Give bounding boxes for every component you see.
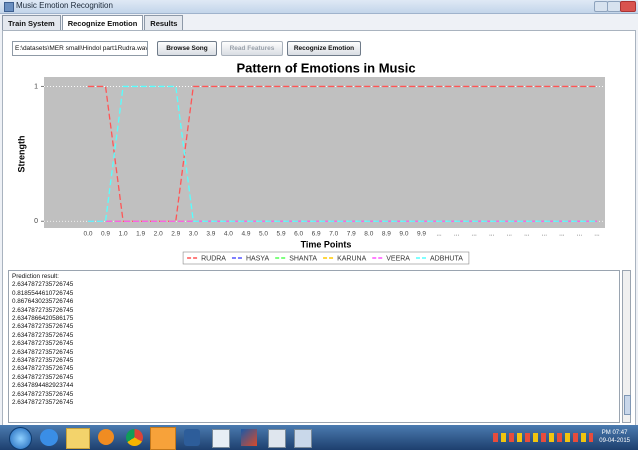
taskbar-icon[interactable] [126,429,143,446]
system-tray[interactable] [493,433,593,442]
clock-date: 09-04-2015 [599,437,630,445]
file-path-field[interactable]: E:\datasets\MER small\Hindol part1Rudra.… [12,41,148,56]
x-tick-label: 7.9 [347,231,356,238]
output-line: 2.6347872735726745 [12,323,619,331]
taskbar-icon[interactable] [66,428,90,449]
x-tick-label: 5.9 [277,231,286,238]
plot-area [44,77,605,228]
x-tick-label: 7.0 [329,231,338,238]
legend-label: ADBHUTA [430,255,463,262]
taskbar-icon[interactable] [184,429,200,446]
output-line: 2.6347872735726745 [12,349,619,357]
minimize-button[interactable] [594,1,608,12]
output-line: 2.6347872735726745 [12,399,619,407]
legend-label: RUDRA [201,255,226,262]
x-axis-label: Time Points [301,239,352,249]
output-line: 2.6347872735726745 [12,307,619,315]
output-line: 2.6347872735726745 [12,357,619,365]
output-line: 2.6347872735726745 [12,374,619,382]
browse-button[interactable]: Browse Song [157,41,217,56]
tab[interactable]: Results [144,15,183,31]
taskbar [0,425,638,450]
x-tick-label: 6.9 [312,231,321,238]
output-line: 2.6347866420586175 [12,315,619,323]
clock: PM 07:47 09-04-2015 [599,429,630,445]
legend-label: VEERA [386,255,410,262]
y-tick-label: 0 [34,218,38,225]
x-tick-label: 0.0 [83,231,92,238]
clock-time: PM 07:47 [599,429,630,437]
x-tick-label: 0.9 [101,231,110,238]
output-line: 2.6347872735726745 [12,332,619,340]
screen: { "window": {"title": "Music Emotion Rec… [0,0,638,450]
output-line: 2.6347894482923744 [12,382,619,390]
legend-label: SHANTA [289,255,317,262]
x-tick-label: ... [524,231,530,238]
x-tick-label: 3.9 [206,231,215,238]
x-tick-label: 5.0 [259,231,268,238]
output-line: 2.6347872735726745 [12,340,619,348]
x-tick-label: 4.0 [224,231,233,238]
x-tick-label: 9.0 [399,231,408,238]
x-tick-label: ... [454,231,460,238]
y-tick-label: 1 [34,83,38,90]
x-tick-label: 8.0 [364,231,373,238]
legend-label: KARUNA [337,255,367,262]
window-title: Music Emotion Recognition [16,1,113,10]
x-tick-label: ... [594,231,600,238]
maximize-button[interactable] [607,1,621,12]
app-icon [4,2,14,12]
taskbar-icon[interactable] [40,429,58,446]
x-tick-label: 9.9 [417,231,426,238]
output-line: 0.8676430235726746 [12,298,619,306]
x-tick-label: ... [507,231,513,238]
x-tick-label: ... [436,231,442,238]
output-line: 2.6347872735726745 [12,365,619,373]
output-heading: Prediction result: [12,273,619,281]
title-bar: Music Emotion Recognition [0,0,638,14]
taskbar-icon[interactable] [268,429,286,448]
taskbar-icon[interactable] [212,429,230,448]
tab[interactable]: Train System [2,15,61,31]
x-tick-label: 1.9 [136,231,145,238]
x-tick-label: 4.9 [241,231,250,238]
output-line: 2.6347872735726745 [12,391,619,399]
scrollbar[interactable] [622,270,631,423]
output-line: 2.6347872735726745 [12,281,619,289]
recognize-button[interactable]: Recognize Emotion [287,41,361,56]
x-tick-label: 1.0 [119,231,128,238]
output-line: 0.8185544610726745 [12,290,619,298]
x-tick-label: ... [577,231,583,238]
x-tick-label: 8.9 [382,231,391,238]
read-features-button: Read Features [221,41,283,56]
scroll-thumb[interactable] [624,395,631,415]
x-tick-label: 2.9 [171,231,180,238]
legend: RUDRA HASYA SHANTA KARUNA VEERA ADBHUTA [183,252,469,264]
x-tick-label: ... [542,231,548,238]
x-tick-label: 2.0 [154,231,163,238]
taskbar-icon[interactable] [294,429,312,448]
start-button[interactable] [9,427,32,450]
x-tick-label: 3.0 [189,231,198,238]
x-tick-label: ... [471,231,477,238]
x-tick-label: ... [559,231,565,238]
x-tick-label: ... [489,231,495,238]
x-tick-label: 6.0 [294,231,303,238]
y-axis-label: Strength [16,136,26,173]
taskbar-icon[interactable] [150,427,176,450]
chart-title: Pattern of Emotions in Music [236,60,415,75]
close-button[interactable] [620,1,636,12]
taskbar-icon[interactable] [241,429,257,446]
tab-strip: Train System Recognize Emotion Results [2,15,183,30]
chart: Pattern of Emotions in Music Strength Ti… [8,58,630,268]
taskbar-icon[interactable] [98,429,114,445]
tab[interactable]: Recognize Emotion [62,15,144,31]
legend-label: HASYA [246,255,270,262]
